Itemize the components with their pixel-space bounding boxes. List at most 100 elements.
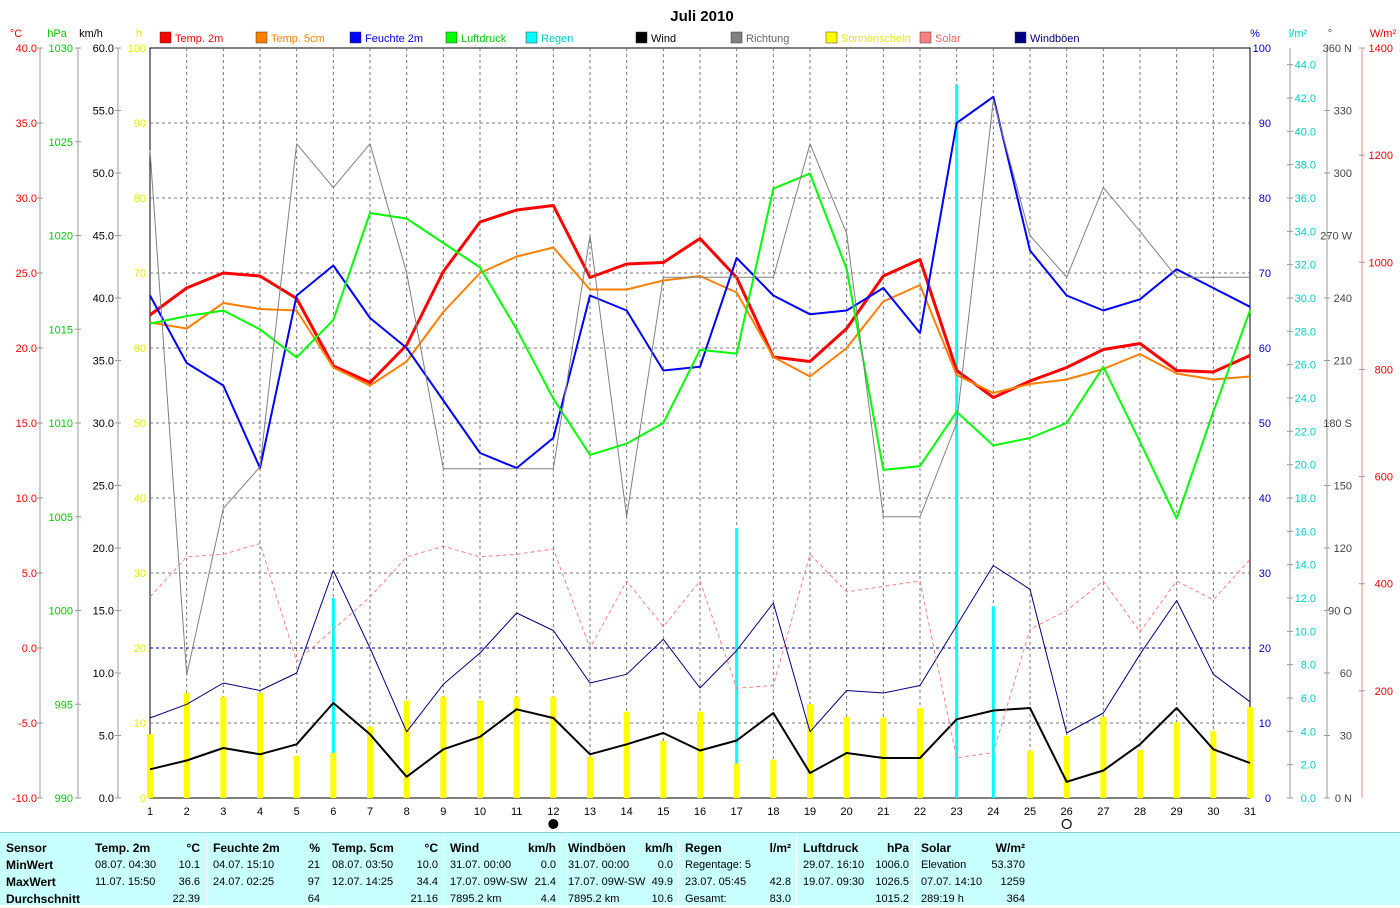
x-tick-label: 4 — [257, 806, 263, 818]
bar-sonnenschein — [513, 696, 520, 798]
legend-label: Windböen — [1030, 33, 1080, 45]
x-tick-label: 1 — [147, 806, 153, 818]
legend-label: Luftdruck — [461, 33, 507, 45]
stat-cell: 97 — [307, 876, 320, 888]
stat-cell: 10.0 — [416, 859, 438, 871]
stat-cell: 10.1 — [178, 859, 200, 871]
series-line-luftdruck — [149, 172, 1251, 520]
legend-swatch — [635, 31, 648, 44]
tick-label-rain: 38.0 — [1295, 160, 1316, 172]
stat-cell: 0.0 — [540, 859, 556, 871]
bar-regen — [735, 528, 739, 798]
tick-label-rain: 20.0 — [1295, 460, 1316, 472]
axis-unit-pressure: hPa — [47, 28, 67, 40]
stat-cell: 36.6 — [178, 876, 200, 888]
tick-label-wind: 30.0 — [93, 418, 114, 430]
tick-label-rain: 24.0 — [1295, 393, 1316, 405]
stat-cell: hPa — [886, 841, 909, 855]
stat-cell: 08.07. 04:30 — [95, 859, 157, 871]
x-tick-label: 21 — [877, 806, 889, 818]
tick-label-sun: 100 — [128, 43, 146, 55]
statistics-table: Sensor MinWert MaxWert Durchschnitt Temp… — [0, 832, 1400, 906]
bar-sonnenschein — [1173, 722, 1180, 798]
bar-sonnenschein — [843, 717, 850, 798]
bar-sonnenschein — [403, 700, 410, 798]
stat-cell: 17.07. 09W-SW — [450, 876, 528, 888]
bar-sonnenschein — [330, 753, 337, 798]
tick-label-humidity: 100 — [1253, 43, 1271, 55]
tick-label-rain: 12.0 — [1295, 593, 1316, 605]
tick-label-direction: 210 — [1334, 356, 1352, 368]
chart-title: Juli 2010 — [670, 8, 733, 25]
legend-swatch — [525, 31, 538, 44]
bar-sonnenschein — [807, 704, 813, 798]
bar-regen — [955, 84, 959, 798]
legend: Temp. 2m Temp. 5cm Feuchte 2m Luftdruck Rege… — [159, 31, 1080, 45]
series-lines — [149, 95, 1251, 783]
bar-sonnenschein — [1210, 731, 1217, 798]
full-moon-icon — [1061, 818, 1072, 830]
tick-label-direction: 60 — [1340, 668, 1352, 680]
x-tick-label: 11 — [511, 806, 522, 818]
tick-label-rain: 32.0 — [1295, 260, 1316, 272]
tick-label-rain: 26.0 — [1295, 360, 1316, 372]
legend-label: Temp. 2m — [175, 33, 223, 45]
stat-cell: Elevation — [921, 859, 967, 871]
series-line-temp-5cm — [149, 246, 1251, 394]
tick-label-pressure: 990 — [55, 793, 73, 805]
bar-sonnenschein — [587, 756, 593, 798]
bar-sonnenschein — [477, 700, 483, 798]
tick-label-wind: 60.0 — [93, 43, 114, 55]
tick-label-sun: 70 — [134, 268, 146, 280]
stat-cell: 83.0 — [769, 893, 791, 905]
tick-label-direction: 240 — [1334, 293, 1352, 305]
bar-sonnenschein — [770, 759, 777, 798]
stat-cell: 1026.5 — [875, 876, 909, 888]
stat-cell: 7895.2 km — [568, 893, 620, 905]
x-tick-label: 5 — [294, 806, 300, 818]
row-label-min: MinWert — [6, 858, 54, 872]
tick-label-temp: 0.0 — [22, 643, 37, 655]
tick-label-sun: 60 — [134, 343, 146, 355]
x-tick-label: 9 — [440, 806, 446, 818]
tick-label-wind: 0.0 — [99, 793, 114, 805]
bar-sonnenschein — [257, 693, 263, 798]
x-tick-label: 22 — [914, 806, 926, 818]
stat-cell: 31.07. 00:00 — [450, 859, 512, 871]
stat-cell: 31.07. 00:00 — [568, 859, 630, 871]
tick-label-solar: 800 — [1375, 364, 1393, 376]
x-tick-label: 6 — [330, 806, 336, 818]
tick-label-rain: 6.0 — [1301, 693, 1316, 705]
tick-label-rain: 36.0 — [1295, 193, 1316, 205]
bar-sonnenschein — [697, 711, 703, 798]
tick-label-rain: 30.0 — [1295, 293, 1316, 305]
bar-sonnenschein — [367, 726, 373, 798]
x-tick-label: 24 — [987, 806, 999, 818]
bar-regen — [331, 598, 335, 798]
tick-label-solar: 1200 — [1369, 150, 1393, 162]
tick-label-wind: 20.0 — [93, 543, 114, 555]
stat-cell: 12.07. 14:25 — [332, 876, 394, 888]
tick-label-direction: 330 — [1334, 106, 1352, 118]
stat-cell: 07.07. 14:10 — [921, 876, 983, 888]
legend-swatch — [825, 31, 838, 44]
stat-column-luftdruck: Luftdruck hPa 29.07. 16:10 1006.0 19.07. 09:… — [796, 836, 915, 906]
tick-label-rain: 18.0 — [1295, 493, 1316, 505]
row-label-avg: Durchschnitt — [6, 892, 81, 906]
stat-column-regen: Regen l/m² Regentage: 5 23.07. 05:45 42.8 Ges… — [678, 836, 797, 906]
tick-label-sun: 10 — [134, 718, 146, 730]
tick-label-direction: 300 — [1334, 168, 1352, 180]
axis-unit-temp: °C — [10, 28, 22, 40]
tick-label-humidity: 0 — [1265, 793, 1271, 805]
tick-label-temp: 40.0 — [16, 43, 37, 55]
stat-column-wind: Wind km/h 31.07. 00:00 0.0 17.07. 09W-SW 21.4… — [443, 836, 562, 906]
bar-sonnenschein — [147, 734, 153, 798]
tick-label-wind: 15.0 — [93, 606, 114, 618]
legend-label: Richtung — [746, 33, 789, 45]
tick-label-humidity: 40 — [1259, 493, 1271, 505]
stat-cell: % — [309, 841, 320, 855]
stat-cell: 53.370 — [991, 859, 1025, 871]
tick-label-sun: 50 — [134, 418, 146, 430]
tick-label-sun: 0 — [140, 793, 146, 805]
legend-label: Wind — [651, 33, 676, 45]
